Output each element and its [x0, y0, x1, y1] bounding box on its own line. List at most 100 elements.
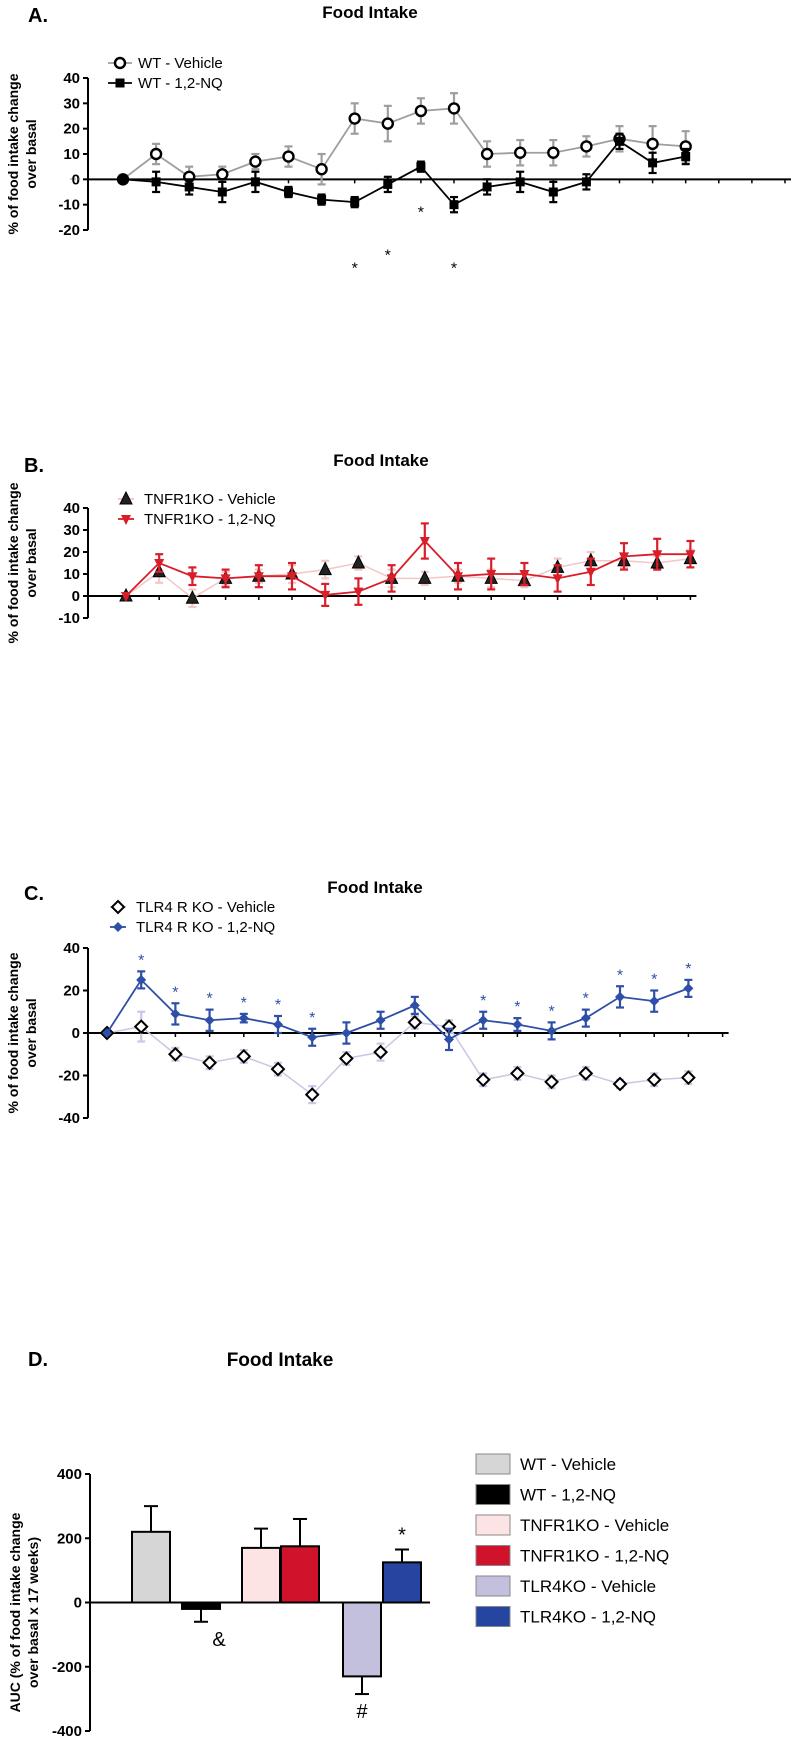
y-tick-label: 0	[72, 588, 80, 605]
panel-b: B. Food Intake % of food intake change over…	[5, 451, 698, 644]
legend-swatch	[475, 1453, 511, 1475]
data-point	[486, 570, 497, 580]
y-tick-label: -400	[52, 1723, 82, 1740]
data-point	[585, 567, 596, 578]
significance-marker: *	[617, 967, 623, 984]
legend-label: WT - Vehicle	[520, 1455, 616, 1474]
data-point	[407, 1014, 423, 1030]
y-tick-label: 400	[57, 1466, 82, 1483]
data-point	[133, 1019, 149, 1035]
legend-swatch	[475, 1606, 511, 1627]
data-point	[304, 1087, 320, 1103]
data-point	[685, 550, 696, 561]
panel-c: C. Food Intake % of food intake change over…	[5, 878, 729, 1127]
legend-label: TNFR1KO - 1,2-NQ	[520, 1547, 669, 1566]
chart-title: Food Intake	[227, 1350, 334, 1371]
significance-marker: *	[418, 205, 424, 222]
panel-label: A.	[28, 5, 48, 27]
legend-swatch	[475, 1575, 511, 1597]
y-tick-label: 0	[74, 1595, 82, 1612]
y-tick-label: 10	[63, 566, 80, 583]
data-point	[646, 1072, 662, 1088]
y-tick-label: -20	[58, 1068, 80, 1085]
bar	[342, 1601, 382, 1678]
y-tick-label: -20	[58, 222, 80, 239]
data-point	[373, 1044, 389, 1060]
significance-marker: *	[352, 260, 358, 277]
y-axis-label-line: % of food intake change	[5, 73, 21, 234]
significance-marker: *	[385, 248, 391, 265]
data-point	[381, 117, 394, 130]
legend-swatch	[475, 1484, 511, 1505]
data-point	[353, 587, 364, 598]
legend-marker	[121, 515, 131, 525]
significance-marker: *	[138, 952, 144, 969]
significance-marker: *	[275, 997, 281, 1014]
y-tick-label: -40	[58, 1110, 80, 1127]
significance-marker: *	[309, 1010, 315, 1027]
data-point	[238, 1013, 249, 1024]
y-tick-label: 30	[63, 522, 80, 539]
data-point	[154, 559, 165, 569]
significance-marker: #	[356, 1701, 368, 1723]
legend-label: WT - 1,2-NQ	[520, 1486, 616, 1505]
data-point	[419, 537, 430, 547]
data-point	[681, 152, 691, 162]
data-point	[478, 1015, 489, 1026]
data-point	[249, 155, 262, 168]
data-point	[273, 1019, 283, 1030]
chart-title: Food Intake	[333, 451, 428, 470]
significance-marker: *	[514, 999, 520, 1016]
panel-label: D.	[28, 1349, 48, 1371]
y-tick-label: -10	[58, 610, 80, 627]
data-point	[612, 1076, 628, 1092]
data-point	[118, 174, 128, 184]
bar	[280, 1545, 320, 1604]
data-point	[580, 140, 593, 153]
significance-marker: *	[548, 1003, 554, 1020]
data-point	[375, 1015, 386, 1026]
data-point	[220, 574, 231, 585]
data-point	[416, 162, 426, 172]
data-point	[578, 1065, 594, 1081]
data-point	[480, 147, 494, 161]
data-point	[315, 162, 328, 176]
data-point	[414, 104, 428, 118]
y-tick-label: 200	[57, 1530, 82, 1547]
data-point	[149, 147, 163, 161]
data-point	[270, 1061, 286, 1077]
y-tick-label: 40	[63, 940, 80, 957]
legend-label: TLR4 R KO - Vehicle	[136, 899, 275, 916]
data-point	[250, 177, 260, 187]
legend-label: TNFR1KO - Vehicle	[520, 1516, 669, 1535]
significance-marker: *	[651, 972, 657, 989]
y-axis-label-line: over basal	[23, 998, 39, 1067]
legend-label: TNFR1KO - Vehicle	[144, 491, 276, 508]
legend-label: TNFR1KO - 1,2-NQ	[144, 511, 276, 528]
significance-marker: *	[451, 260, 457, 277]
y-axis-label-line: % of food intake change	[5, 952, 21, 1113]
legend-swatch	[475, 1514, 511, 1536]
data-point	[185, 590, 200, 604]
bar	[131, 1530, 171, 1604]
data-point	[475, 1072, 491, 1088]
data-point	[683, 983, 694, 994]
data-point	[581, 177, 591, 187]
significance-marker: *	[583, 991, 589, 1008]
legend-label: WT - 1,2-NQ	[138, 75, 223, 92]
legend-swatch	[475, 1545, 511, 1566]
legend-marker	[110, 899, 126, 915]
series-line	[122, 107, 686, 181]
data-point	[580, 1013, 591, 1024]
data-point	[170, 1008, 181, 1019]
chart-title: Food Intake	[327, 878, 422, 897]
data-point	[449, 200, 459, 210]
series-line	[106, 978, 689, 1041]
data-point	[136, 974, 147, 985]
significance-marker: *	[685, 961, 691, 978]
data-point	[253, 572, 264, 583]
legend-marker	[113, 922, 123, 932]
data-point	[348, 112, 361, 125]
data-point	[287, 572, 297, 583]
